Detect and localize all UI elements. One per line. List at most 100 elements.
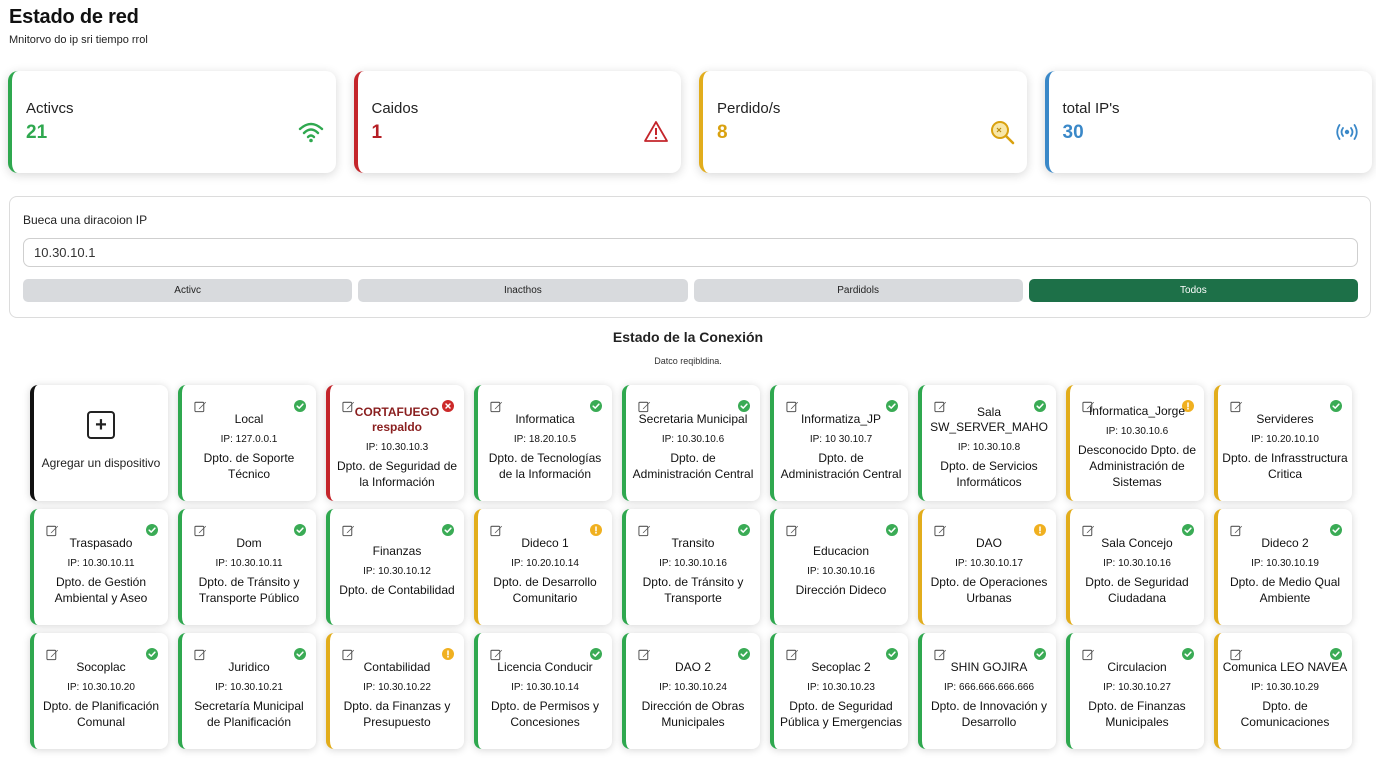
device-card[interactable]: Informatica_Jorge IP: 10.30.10.6 Desconoci… [1066, 385, 1204, 501]
stat-card-down: Caidos 1 [353, 71, 681, 173]
device-card[interactable]: Licencia Conducir IP: 10.30.10.14 Dpto. de… [474, 633, 612, 749]
device-card-body: Educacion IP: 10.30.10.16 Dirección Dideco [778, 509, 904, 625]
edit-icon[interactable] [1082, 400, 1095, 413]
device-card[interactable]: Informatiza_JP IP: 10 30.10.7 Dpto. de Adm… [770, 385, 908, 501]
edit-icon[interactable] [786, 400, 799, 413]
edit-icon[interactable] [934, 648, 947, 661]
search-panel: Bueca una diracoion IP Activc Inacthos P… [9, 196, 1371, 318]
edit-icon[interactable] [638, 400, 651, 413]
edit-icon[interactable] [1082, 524, 1095, 537]
device-card[interactable]: Secretaria Municipal IP: 10.30.10.6 Dpto. … [622, 385, 760, 501]
device-ip: IP: 10.30.10.21 [215, 682, 283, 693]
filter-lost-button[interactable]: Pardidols [693, 279, 1023, 302]
device-card[interactable]: Contabilidad IP: 10.30.10.22 Dpto. da Fina… [326, 633, 464, 749]
device-department: Dpto. de Tránsito y Transporte [642, 575, 744, 605]
edit-icon[interactable] [490, 400, 503, 413]
status-online-icon [590, 400, 602, 412]
device-card-body: Comunica LEO NAVEA IP: 10.30.10.29 Dpto. d… [1222, 633, 1348, 749]
edit-icon[interactable] [46, 648, 59, 661]
ip-search-input[interactable] [23, 238, 1358, 267]
edit-icon[interactable] [638, 524, 651, 537]
device-card-body: Finanzas IP: 10.30.10.12 Dpto. de Contabil… [334, 509, 460, 625]
stat-value: 8 [717, 122, 728, 143]
edit-icon[interactable] [638, 648, 651, 661]
filter-bar: Activc Inacthos Pardidols Todos [23, 279, 1358, 302]
device-ip: IP: 10.30.10.3 [365, 441, 429, 453]
filter-inactive-button[interactable]: Inacthos [358, 279, 688, 302]
edit-icon[interactable] [1230, 400, 1243, 413]
device-ip: IP: 10.30.10.27 [1103, 682, 1171, 693]
edit-icon[interactable] [1230, 524, 1243, 537]
device-card[interactable]: Sala Concejo IP: 10.30.10.16 Dpto. de Segu… [1066, 509, 1204, 625]
device-department: Dpto. de Tecnologías de la Información [488, 451, 602, 481]
device-card[interactable]: Circulacion IP: 10.30.10.27 Dpto. de Finan… [1066, 633, 1204, 749]
edit-icon[interactable] [194, 400, 207, 413]
device-card-body: Sala Concejo IP: 10.30.10.16 Dpto. de Segu… [1074, 509, 1200, 625]
section-subtitle: Datco reqibldina. [654, 356, 722, 366]
device-department: Secretaría Municipal de Planificación [194, 699, 304, 729]
edit-icon[interactable] [1082, 648, 1095, 661]
device-card[interactable]: Educacion IP: 10.30.10.16 Dirección Dideco [770, 509, 908, 625]
device-card[interactable]: DAO IP: 10.30.10.17 Dpto. de Operaciones U… [918, 509, 1056, 625]
edit-icon[interactable] [342, 400, 355, 413]
device-name: DAO 2 [674, 660, 711, 674]
page-title: Estado de red [9, 6, 139, 28]
filter-all-button[interactable]: Todos [1028, 279, 1358, 302]
device-card[interactable]: Sala SW_SERVER_MAHO IP: 10.30.10.8 Dpto. d… [918, 385, 1056, 501]
device-ip: IP: 10.30.10.23 [807, 682, 875, 693]
device-card[interactable]: DAO 2 IP: 10.30.10.24 Dirección de Obras M… [622, 633, 760, 749]
stat-value: 30 [1062, 122, 1084, 143]
device-card[interactable]: Informatica IP: 18.20.10.5 Dpto. de Tecnol… [474, 385, 612, 501]
device-card[interactable]: Socoplac IP: 10.30.10.20 Dpto. de Planific… [30, 633, 168, 749]
edit-icon[interactable] [934, 524, 947, 537]
device-card[interactable]: Servideres IP: 10.20.10.10 Dpto. de Infras… [1214, 385, 1352, 501]
device-department: Dpto. de Permisos y Concesiones [490, 699, 600, 729]
edit-icon[interactable] [1230, 648, 1243, 661]
device-card-body: Licencia Conducir IP: 10.30.10.14 Dpto. de… [482, 633, 608, 749]
device-name: Sala Concejo [1101, 536, 1173, 550]
device-card[interactable]: Finanzas IP: 10.30.10.12 Dpto. de Contabil… [326, 509, 464, 625]
add-device-button[interactable]: + Agregar un dispositivo [30, 385, 168, 501]
edit-icon[interactable] [490, 524, 503, 537]
device-card[interactable]: Secoplac 2 IP: 10.30.10.23 Dpto. de Seguri… [770, 633, 908, 749]
edit-icon[interactable] [490, 648, 503, 661]
device-card[interactable]: Local IP: 127.0.0.1 Dpto. de Soporte Técni… [178, 385, 316, 501]
device-card-body: Circulacion IP: 10.30.10.27 Dpto. de Finan… [1074, 633, 1200, 749]
device-card[interactable]: CORTAFUEGO respaldo IP: 10.30.10.3 Dpto. d… [326, 385, 464, 501]
edit-icon[interactable] [786, 648, 799, 661]
device-department: Dpto. de Contabilidad [339, 583, 455, 597]
edit-icon[interactable] [194, 524, 207, 537]
search-label: Bueca una diracoion IP [23, 213, 148, 227]
device-ip: IP: 666.666.666.666 [943, 682, 1035, 693]
device-card[interactable]: Comunica LEO NAVEA IP: 10.30.10.29 Dpto. d… [1214, 633, 1352, 749]
device-department: Dpto. de Tránsito y Transporte Público [198, 575, 300, 605]
device-name: Licencia Conducir [497, 660, 593, 674]
edit-icon[interactable] [46, 524, 59, 537]
device-card-body: Secoplac 2 IP: 10.30.10.23 Dpto. de Seguri… [778, 633, 904, 749]
device-card[interactable]: Transito IP: 10.30.10.16 Dpto. de Tránsito… [622, 509, 760, 625]
status-online-icon [886, 648, 898, 660]
device-card[interactable]: Dideco 2 IP: 10.30.10.19 Dpto. de Medio Qu… [1214, 509, 1352, 625]
status-online-icon [294, 400, 306, 412]
device-ip: IP: 10.30.10.22 [363, 682, 431, 693]
device-ip: IP: 10.30.10.16 [659, 558, 727, 569]
device-card-body: SHIN GOJIRA IP: 666.666.666.666 Dpto. de I… [926, 633, 1052, 749]
device-card[interactable]: SHIN GOJIRA IP: 666.666.666.666 Dpto. de I… [918, 633, 1056, 749]
edit-icon[interactable] [194, 648, 207, 661]
status-online-icon [146, 648, 158, 660]
device-card-body: Dideco 2 IP: 10.30.10.19 Dpto. de Medio Qu… [1222, 509, 1348, 625]
filter-active-button[interactable]: Activc [23, 279, 353, 302]
status-online-icon [1330, 648, 1342, 660]
edit-icon[interactable] [934, 400, 947, 413]
device-card[interactable]: Traspasado IP: 10.30.10.11 Dpto. de Gestió… [30, 509, 168, 625]
stat-value: 21 [26, 122, 48, 143]
device-card[interactable]: Juridico IP: 10.30.10.21 Secretaría Munici… [178, 633, 316, 749]
edit-icon[interactable] [786, 524, 799, 537]
device-department: Dpto. de Administración Central [780, 451, 902, 481]
status-online-icon [146, 524, 158, 536]
device-card[interactable]: Dideco 1 IP: 10.20.10.14 Dpto. de Desarrol… [474, 509, 612, 625]
device-name: Dideco 1 [521, 536, 569, 550]
device-card[interactable]: Dom IP: 10.30.10.11 Dpto. de Tránsito y Tr… [178, 509, 316, 625]
edit-icon[interactable] [342, 524, 355, 537]
edit-icon[interactable] [342, 648, 355, 661]
